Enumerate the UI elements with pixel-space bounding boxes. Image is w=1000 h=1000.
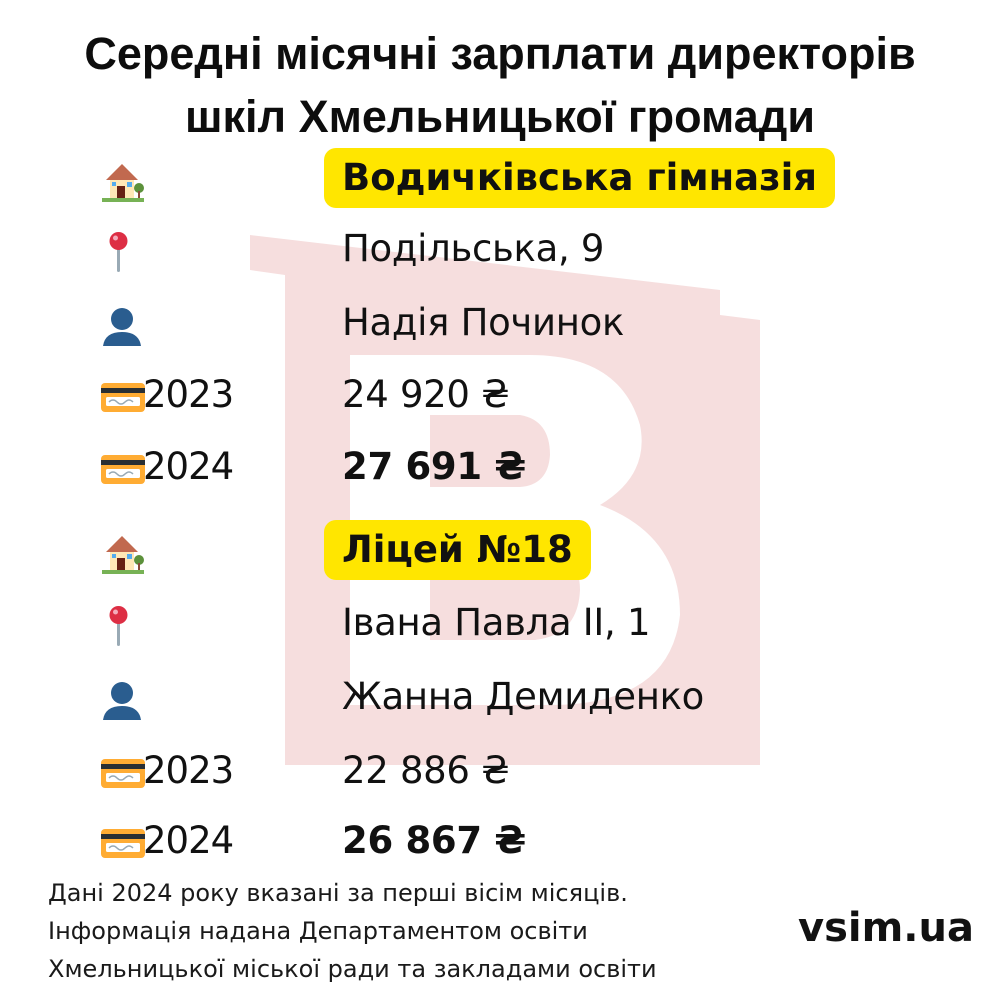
school-2-address: Івана Павла ІІ, 1	[342, 601, 651, 644]
credit-card-icon	[101, 829, 145, 858]
house-with-garden-icon	[102, 164, 144, 202]
school-1-salary-2023: 24 920 ₴	[342, 373, 510, 416]
school-1-director-row: Надія Починок	[0, 296, 1000, 352]
bust-silhouette-icon	[103, 308, 141, 346]
school-1-salary-2024: 27 691 ₴	[342, 445, 526, 488]
page-title: Середні місячні зарплати директорів шкіл…	[0, 22, 1000, 148]
school-2-year-2024: 2024	[143, 819, 234, 862]
footer-line-1: Дані 2024 року вказані за перші вісім мі…	[48, 879, 628, 907]
round-pushpin-icon	[109, 232, 128, 272]
school-1-salary-2023-row: 2023 24 920 ₴	[0, 368, 1000, 424]
school-1-salary-2024-row: 2024 27 691 ₴	[0, 440, 1000, 496]
title-line-2: шкіл Хмельницької громади	[184, 91, 816, 142]
bust-silhouette-icon	[103, 682, 141, 720]
school-2-salary-2024-row: 2024 26 867 ₴	[0, 814, 1000, 870]
school-2-year-2023: 2023	[143, 749, 234, 792]
school-1-name: Водичківська гімназія	[324, 148, 836, 208]
brand-logo-text: vsim.ua	[798, 905, 974, 951]
school-2-director: Жанна Демиденко	[342, 675, 704, 718]
school-1-director: Надія Починок	[342, 301, 625, 344]
school-2-name: Ліцей №18	[324, 520, 591, 580]
school-2-salary-2023: 22 886 ₴	[342, 749, 510, 792]
round-pushpin-icon	[109, 606, 128, 646]
school-1-year-2023: 2023	[143, 373, 234, 416]
credit-card-icon	[101, 759, 145, 788]
school-1-name-row: Водичківська гімназія	[0, 148, 1000, 208]
footer-line-3: Хмельницької міської ради та закладами о…	[48, 955, 657, 983]
school-2-salary-2024: 26 867 ₴	[342, 819, 526, 862]
footer-note: Дані 2024 року вказані за перші вісім мі…	[48, 874, 657, 988]
footer-line-2: Інформація надана Департаментом освіти	[48, 917, 588, 945]
school-1-address-row: Подільська, 9	[0, 222, 1000, 278]
school-1-address: Подільська, 9	[342, 227, 605, 270]
school-2-salary-2023-row: 2023 22 886 ₴	[0, 744, 1000, 800]
school-2-name-row: Ліцей №18	[0, 520, 1000, 580]
school-2-director-row: Жанна Демиденко	[0, 670, 1000, 726]
school-2-address-row: Івана Павла ІІ, 1	[0, 596, 1000, 652]
credit-card-icon	[101, 455, 145, 484]
title-line-1: Середні місячні зарплати директорів	[84, 28, 916, 79]
house-with-garden-icon	[102, 536, 144, 574]
credit-card-icon	[101, 383, 145, 412]
school-1-year-2024: 2024	[143, 445, 234, 488]
